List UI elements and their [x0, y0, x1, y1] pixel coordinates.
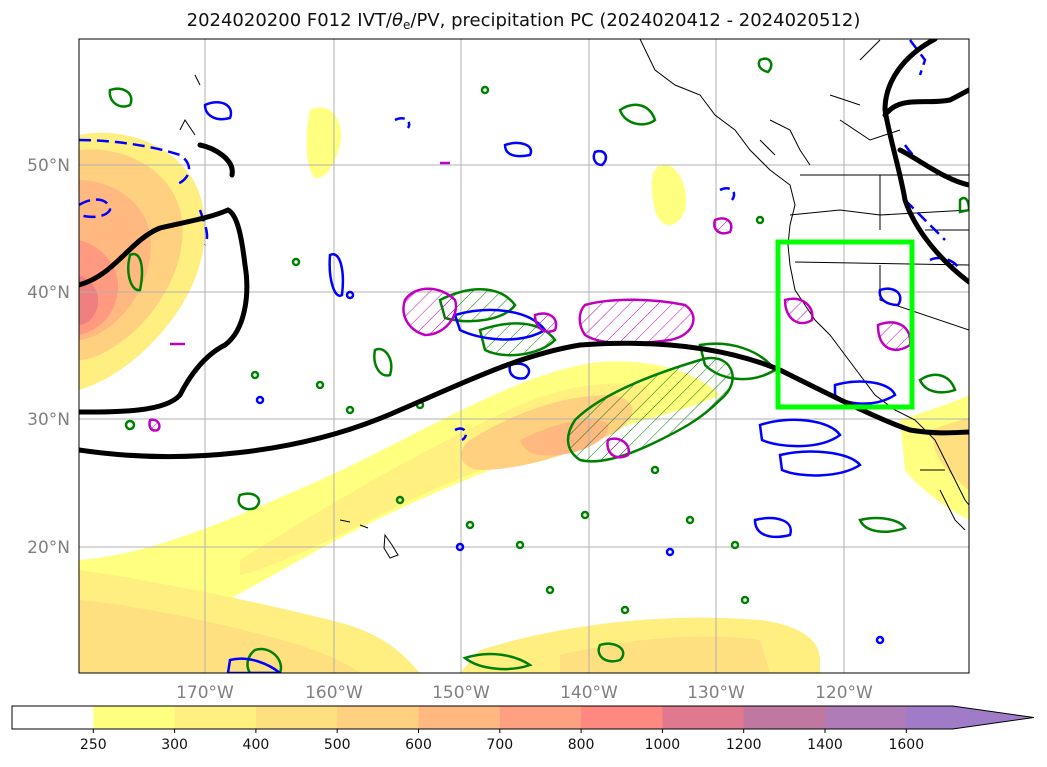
- colorbar-swatch: [174, 706, 257, 729]
- lat-label: 20°N: [27, 538, 70, 558]
- colorbar-swatch: [418, 706, 501, 729]
- colorbar-swatch: [581, 706, 663, 729]
- latitude-labels: 50°N 40°N 30°N 20°N: [27, 156, 70, 558]
- map-panel: [79, 39, 969, 673]
- colorbar-swatch: [662, 706, 745, 729]
- colorbar-label: 1200: [726, 737, 762, 753]
- precip-pc-contours: [148, 161, 912, 459]
- colorbar-extend-arrow: [906, 706, 1034, 729]
- colorbar-label: 400: [243, 737, 270, 753]
- colorbar-label: 1000: [645, 737, 681, 753]
- colorbar-swatch: [743, 706, 826, 729]
- colorbar-label: 500: [324, 737, 351, 753]
- colorbar-label: 800: [568, 737, 595, 753]
- colorbar-swatch: [12, 706, 94, 729]
- colorbar-outline: [11, 705, 1035, 730]
- colorbar-label: 600: [405, 737, 432, 753]
- colorbar-label: 700: [486, 737, 513, 753]
- colorbar-label: 250: [80, 737, 107, 753]
- lon-label: 130°W: [687, 683, 745, 703]
- lon-label: 150°W: [432, 683, 490, 703]
- target-region-box: [775, 239, 915, 410]
- longitude-labels: 170°W 160°W 150°W 140°W 130°W 120°W: [176, 683, 873, 703]
- lon-label: 120°W: [815, 683, 873, 703]
- map-title: 2024020200 F012 IVT/θe/PV, precipitation…: [186, 10, 861, 32]
- lon-label: 170°W: [176, 683, 234, 703]
- colorbar-label: 1400: [807, 737, 843, 753]
- colorbar-swatch: [93, 706, 176, 729]
- colorbar-swatch: [825, 706, 907, 729]
- colorbar-swatch: [499, 706, 582, 729]
- colorbar-swatch: [337, 706, 419, 729]
- pv-contours: [79, 39, 969, 459]
- lat-label: 40°N: [27, 283, 70, 303]
- colorbar-label: 300: [161, 737, 188, 753]
- lat-label: 50°N: [27, 156, 70, 176]
- lon-label: 140°W: [560, 683, 618, 703]
- colorbar-label: 1600: [888, 737, 924, 753]
- colorbar: 250 300 400 500 600 700 800 1000 1200 1400 1600: [11, 705, 1035, 753]
- lat-label: 30°N: [27, 410, 70, 430]
- lon-label: 160°W: [305, 683, 363, 703]
- colorbar-swatch: [255, 706, 338, 729]
